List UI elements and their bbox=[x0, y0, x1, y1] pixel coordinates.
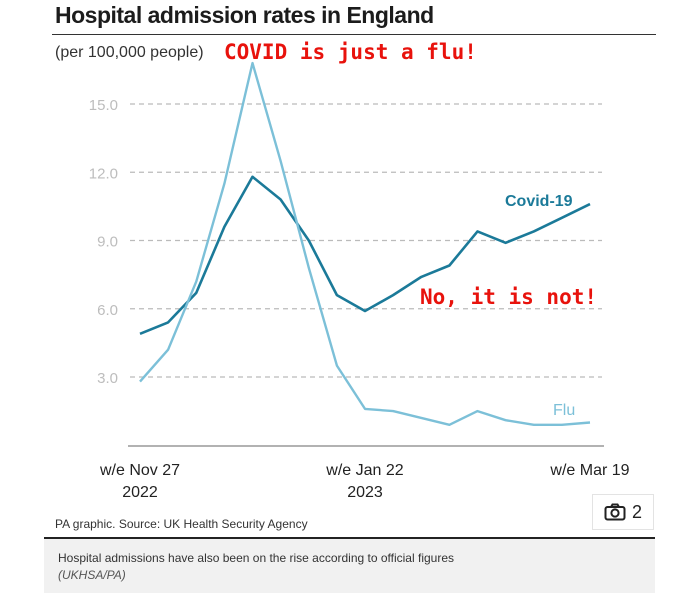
x-tick-label: w/e Nov 27 bbox=[99, 462, 180, 479]
annotation-middle: No, it is not! bbox=[420, 285, 598, 309]
y-tick-labels: 3.0 6.0 9.0 12.0 15.0 bbox=[89, 97, 118, 387]
x-tick-year: 2023 bbox=[347, 484, 383, 501]
source-note: PA graphic. Source: UK Health Security A… bbox=[55, 517, 308, 531]
y-tick-label: 3.0 bbox=[97, 370, 118, 387]
series-labels: Covid-19 Flu bbox=[505, 193, 575, 419]
title-divider bbox=[52, 34, 656, 35]
x-tick-label: w/e Mar 19 bbox=[549, 462, 629, 479]
caption-box: Hospital admissions have also been on th… bbox=[44, 537, 655, 593]
x-tick-year: 2022 bbox=[122, 484, 158, 501]
y-tick-label: 9.0 bbox=[97, 234, 118, 251]
x-tick-labels: w/e Nov 27 2022 w/e Jan 22 2023 w/e Mar 19 bbox=[99, 462, 630, 501]
y-axis-unit: (per 100,000 people) bbox=[55, 44, 204, 61]
annotation-top: COVID is just a flu! bbox=[224, 40, 477, 64]
series-label: Covid-19 bbox=[505, 193, 573, 210]
series-line-flu bbox=[139, 61, 591, 426]
y-tick-label: 12.0 bbox=[89, 165, 118, 182]
camera-icon bbox=[604, 503, 626, 521]
series-lines bbox=[139, 61, 591, 426]
photo-count: 2 bbox=[631, 501, 642, 522]
caption-credit: (UKHSA/PA) bbox=[58, 568, 126, 582]
y-tick-label: 6.0 bbox=[97, 302, 118, 319]
series-label: Flu bbox=[553, 402, 575, 419]
photo-gallery-button[interactable]: 2 bbox=[592, 494, 654, 530]
grid-lines bbox=[130, 103, 602, 378]
chart-title: Hospital admission rates in England bbox=[55, 2, 434, 28]
y-tick-label: 15.0 bbox=[89, 97, 118, 114]
caption-text: Hospital admissions have also been on th… bbox=[58, 551, 454, 565]
x-tick-label: w/e Jan 22 bbox=[325, 462, 403, 479]
series-line-covid-19 bbox=[139, 175, 591, 336]
